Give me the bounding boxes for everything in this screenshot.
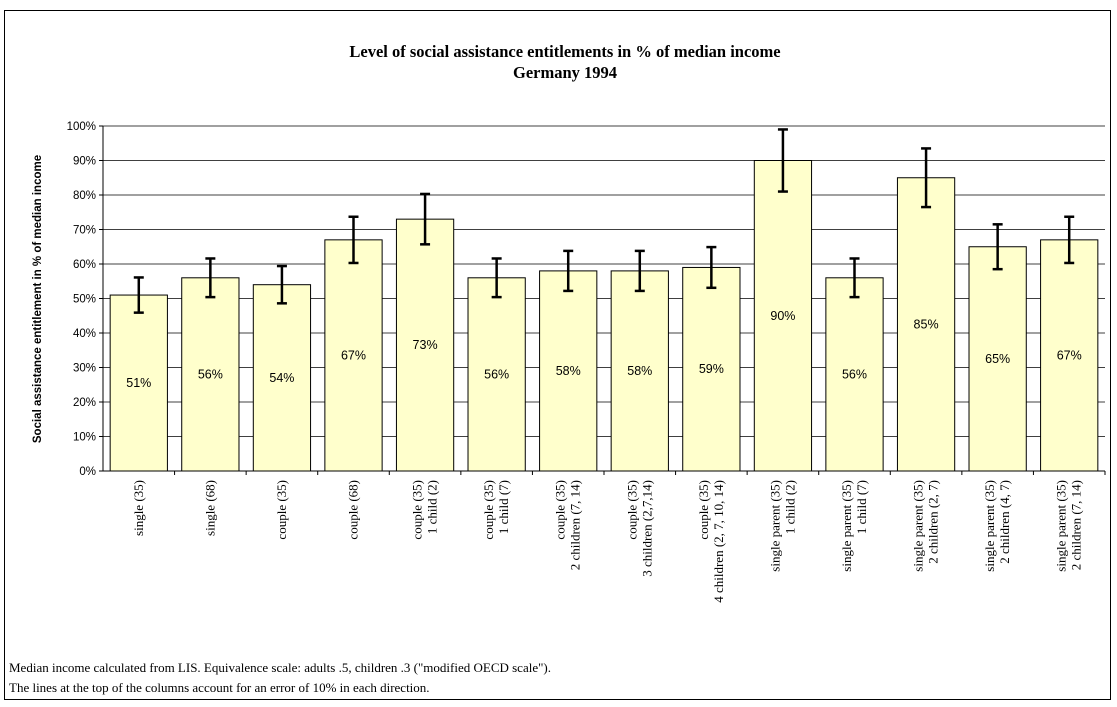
data-label: 51% <box>126 376 151 390</box>
chart-title-line-1: Level of social assistance entitlements … <box>349 42 780 61</box>
error-bar <box>1064 215 1075 265</box>
x-tick-label: couple (35) <box>274 480 289 540</box>
bar <box>610 270 669 472</box>
x-tick-label: 1 child (2) <box>425 480 440 534</box>
error-bar <box>205 257 216 299</box>
bar <box>896 177 956 472</box>
x-tick-label: single parent (35) <box>1054 480 1069 572</box>
data-label: 58% <box>627 364 652 378</box>
bar <box>682 266 741 472</box>
error-bar <box>133 276 144 314</box>
data-label: 58% <box>556 364 581 378</box>
y-tick-label: 70% <box>73 225 96 237</box>
bar-chart: Level of social assistance entitlements … <box>32 42 1106 603</box>
x-tick-label: 2 children (7, 14) <box>1069 480 1084 570</box>
x-tick-label: 1 child (2) <box>782 480 797 534</box>
x-tick-label: couple (35) <box>696 480 711 540</box>
y-tick-label: 30% <box>73 363 96 375</box>
y-tick-label: 60% <box>73 259 96 271</box>
bar <box>1040 239 1099 472</box>
data-label: 67% <box>1057 348 1082 362</box>
x-tick-label: 2 children (2, 7) <box>926 480 941 564</box>
bar <box>539 270 598 472</box>
y-tick-label: 90% <box>73 156 96 168</box>
data-label: 85% <box>914 317 939 331</box>
x-tick-label: couple (35) <box>410 480 425 540</box>
y-tick-label: 50% <box>73 294 96 306</box>
x-tick-label: single parent (35) <box>982 480 997 572</box>
error-bar <box>634 249 645 293</box>
x-tick-label: couple (35) <box>624 480 639 540</box>
error-bar <box>992 223 1003 271</box>
bar <box>109 294 168 472</box>
x-tick-label: single (68) <box>202 480 217 536</box>
error-bar <box>276 264 287 305</box>
data-label: 54% <box>269 371 294 385</box>
x-tick-label: 1 child (7) <box>854 480 869 534</box>
chart-title-line-2: Germany 1994 <box>513 63 617 82</box>
y-tick-label: 10% <box>73 432 96 444</box>
bar <box>181 277 240 472</box>
error-bar <box>849 257 860 299</box>
data-label: 56% <box>198 367 223 381</box>
y-tick-label: 0% <box>79 466 96 478</box>
error-bar <box>348 215 359 265</box>
bar <box>753 160 813 472</box>
y-axis-ticks: 0% 10% 20% 30% 40% 50% 60% 70% 80% 90% 100% <box>67 121 103 478</box>
x-tick-label: 1 child (7) <box>496 480 511 534</box>
chart-frame: Level of social assistance entitlements … <box>4 10 1111 700</box>
y-axis-label: Social assistance entitlement in % of me… <box>32 155 44 443</box>
y-tick-label: 80% <box>73 190 96 202</box>
y-tick-label: 100% <box>67 121 96 133</box>
data-label: 67% <box>341 348 366 362</box>
footnote-1: Median income calculated from LIS. Equiv… <box>9 660 551 675</box>
x-tick-label: single (35) <box>131 480 146 536</box>
x-tick-label: couple (35) <box>553 480 568 540</box>
error-bar <box>491 257 502 299</box>
x-tick-label: couple (35) <box>481 480 496 540</box>
x-tick-label: couple (68) <box>346 480 361 540</box>
data-label: 65% <box>985 352 1010 366</box>
error-bars <box>133 128 1075 314</box>
error-bar <box>706 245 717 290</box>
y-tick-label: 20% <box>73 397 96 409</box>
error-bar <box>921 147 932 209</box>
y-tick-label: 40% <box>73 328 96 340</box>
data-label: 59% <box>699 362 724 376</box>
data-labels: 51% 56% 54% 67% 73% 56% 58% 58% 59% 90% 56% 85% 65% 6… <box>126 309 1081 390</box>
data-label: 73% <box>413 338 438 352</box>
x-tick-label: single parent (35) <box>911 480 926 572</box>
x-tick-label: 3 children (2,7,14) <box>639 480 654 577</box>
footnotes: Median income calculated from LIS. Equiv… <box>9 658 551 698</box>
data-label: 56% <box>484 367 509 381</box>
x-axis-ticks: single (35) single (68) couple (35) couple … <box>131 471 1106 603</box>
x-tick-label: 2 children (7, 14) <box>568 480 583 570</box>
x-tick-label: 2 children (4, 7) <box>997 480 1012 564</box>
error-bar <box>563 249 574 293</box>
error-bar <box>777 128 788 193</box>
data-label: 56% <box>842 367 867 381</box>
x-tick-label: single parent (35) <box>767 480 782 572</box>
bars <box>109 160 1099 472</box>
data-label: 90% <box>770 309 795 323</box>
error-bar <box>420 192 431 246</box>
x-tick-label: single parent (35) <box>839 480 854 572</box>
bar <box>395 218 455 472</box>
footnote-2: The lines at the top of the columns acco… <box>9 680 430 695</box>
x-tick-label: 4 children (2, 7, 10, 14) <box>711 480 726 603</box>
